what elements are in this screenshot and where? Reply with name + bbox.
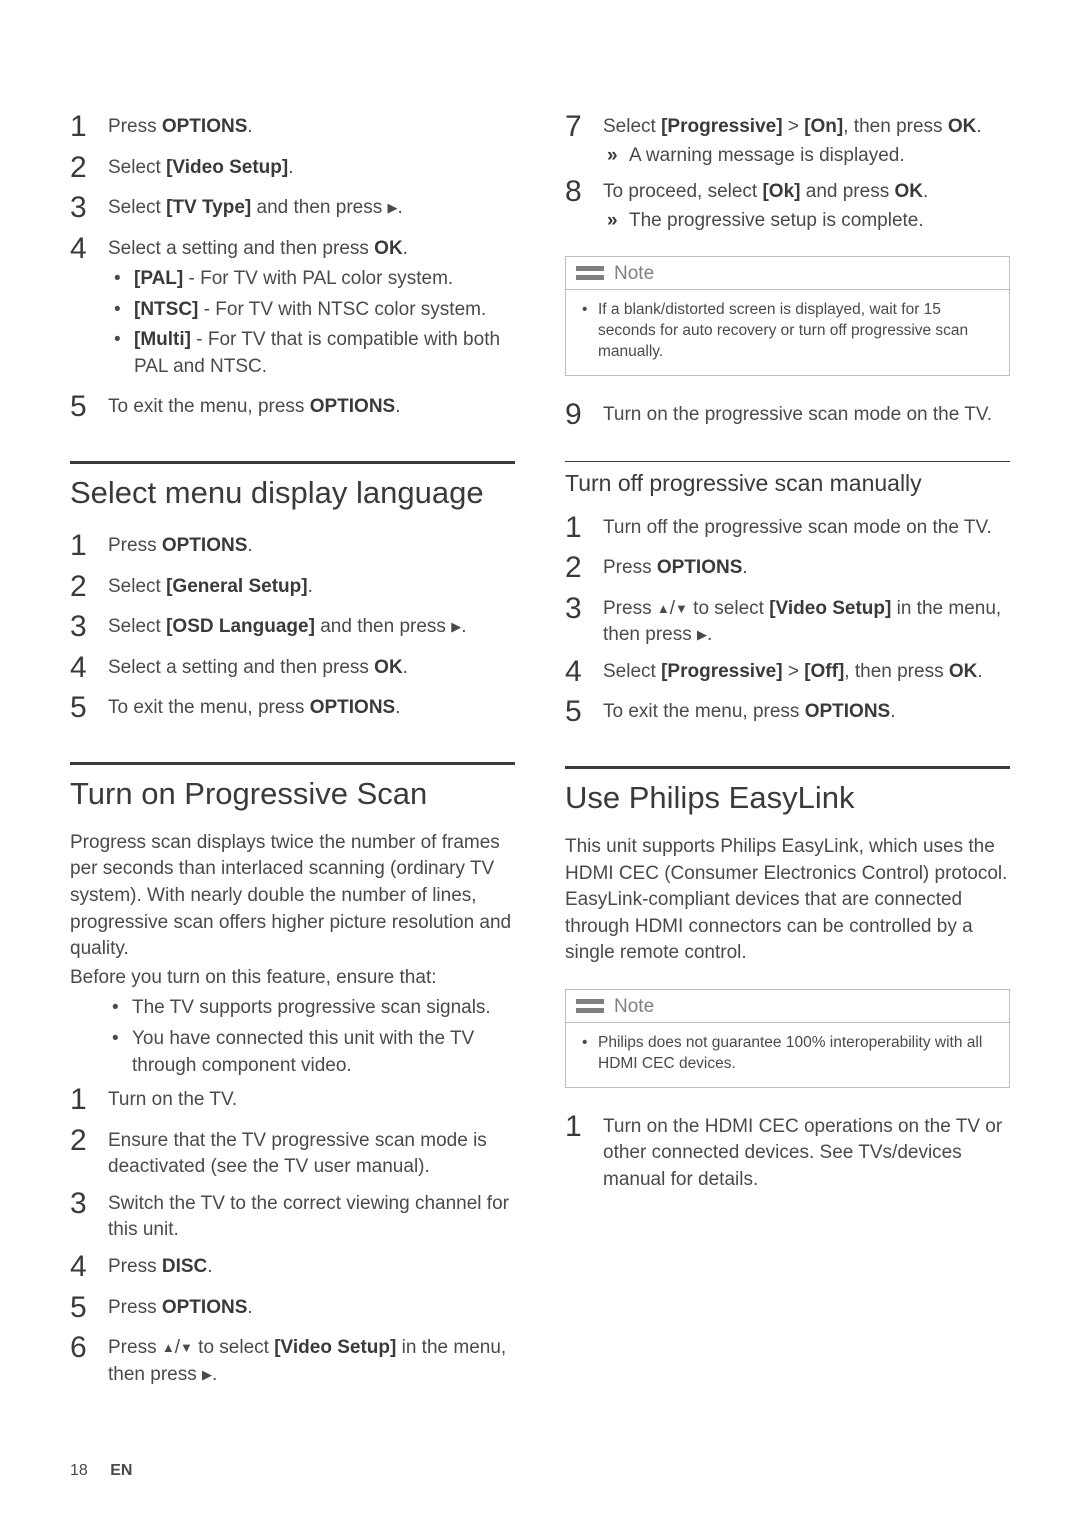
subsection-turn-off-progressive: Turn off progressive scan manually [565, 461, 1010, 497]
note-icon [576, 263, 604, 285]
language-steps: 1 Press OPTIONS. 2 Select [General Setup… [70, 529, 515, 726]
section-easylink: Use Philips EasyLink [565, 766, 1010, 816]
progressive-steps-cont: 7 Select [Progressive] > [On], then pres… [565, 110, 1010, 234]
page-columns: 1 Press OPTIONS. 2 Select [Video Setup].… [70, 110, 1010, 1394]
step-2: 2 Select [Video Setup]. [70, 151, 515, 186]
right-arrow-icon [451, 616, 461, 637]
language-code: EN [110, 1462, 132, 1479]
down-arrow-icon [675, 598, 688, 619]
easylink-steps: 1 Turn on the HDMI CEC operations on the… [565, 1110, 1010, 1194]
page-footer: 18 EN [70, 1462, 132, 1480]
progressive-precheck: Before you turn on this feature, ensure … [70, 965, 515, 992]
step-3: 3 Select [TV Type] and then press . [70, 191, 515, 226]
step-4: 4 Select a setting and then press OK. [P… [70, 232, 515, 385]
tv-type-options: [PAL] - For TV with PAL color system. [N… [108, 266, 515, 380]
step-text: Press OPTIONS. [108, 110, 515, 141]
down-arrow-icon [180, 1337, 193, 1358]
result-text: A warning message is displayed. [603, 143, 1010, 170]
tvtype-steps: 1 Press OPTIONS. 2 Select [Video Setup].… [70, 110, 515, 425]
left-column: 1 Press OPTIONS. 2 Select [Video Setup].… [70, 110, 515, 1394]
page-number: 18 [70, 1462, 88, 1479]
step-num: 1 [70, 110, 108, 145]
up-arrow-icon [657, 598, 670, 619]
result-text: The progressive setup is complete. [603, 208, 1010, 235]
note-box: Note If a blank/distorted screen is disp… [565, 256, 1010, 376]
step-5: 5 To exit the menu, press OPTIONS. [70, 390, 515, 425]
turnoff-steps: 1 Turn off the progressive scan mode on … [565, 511, 1010, 730]
note-text: Philips does not guarantee 100% interope… [580, 1033, 995, 1075]
section-select-language: Select menu display language [70, 461, 515, 511]
note-title: Note [614, 263, 654, 285]
right-arrow-icon [202, 1364, 212, 1385]
up-arrow-icon [162, 1337, 175, 1358]
progressive-prereqs: The TV supports progressive scan signals… [106, 995, 515, 1079]
right-arrow-icon [697, 624, 707, 645]
note-box: Note Philips does not guarantee 100% int… [565, 989, 1010, 1088]
progressive-intro: Progress scan displays twice the number … [70, 830, 515, 963]
right-arrow-icon [388, 197, 398, 218]
easylink-intro: This unit supports Philips EasyLink, whi… [565, 834, 1010, 967]
section-progressive-scan: Turn on Progressive Scan [70, 762, 515, 812]
right-column: 7 Select [Progressive] > [On], then pres… [565, 110, 1010, 1394]
progressive-steps: 1 Turn on the TV. 2 Ensure that the TV p… [70, 1083, 515, 1388]
note-icon [576, 996, 604, 1018]
step-1: 1 Press OPTIONS. [70, 110, 515, 145]
note-text: If a blank/distorted screen is displayed… [580, 300, 995, 363]
note-title: Note [614, 996, 654, 1018]
